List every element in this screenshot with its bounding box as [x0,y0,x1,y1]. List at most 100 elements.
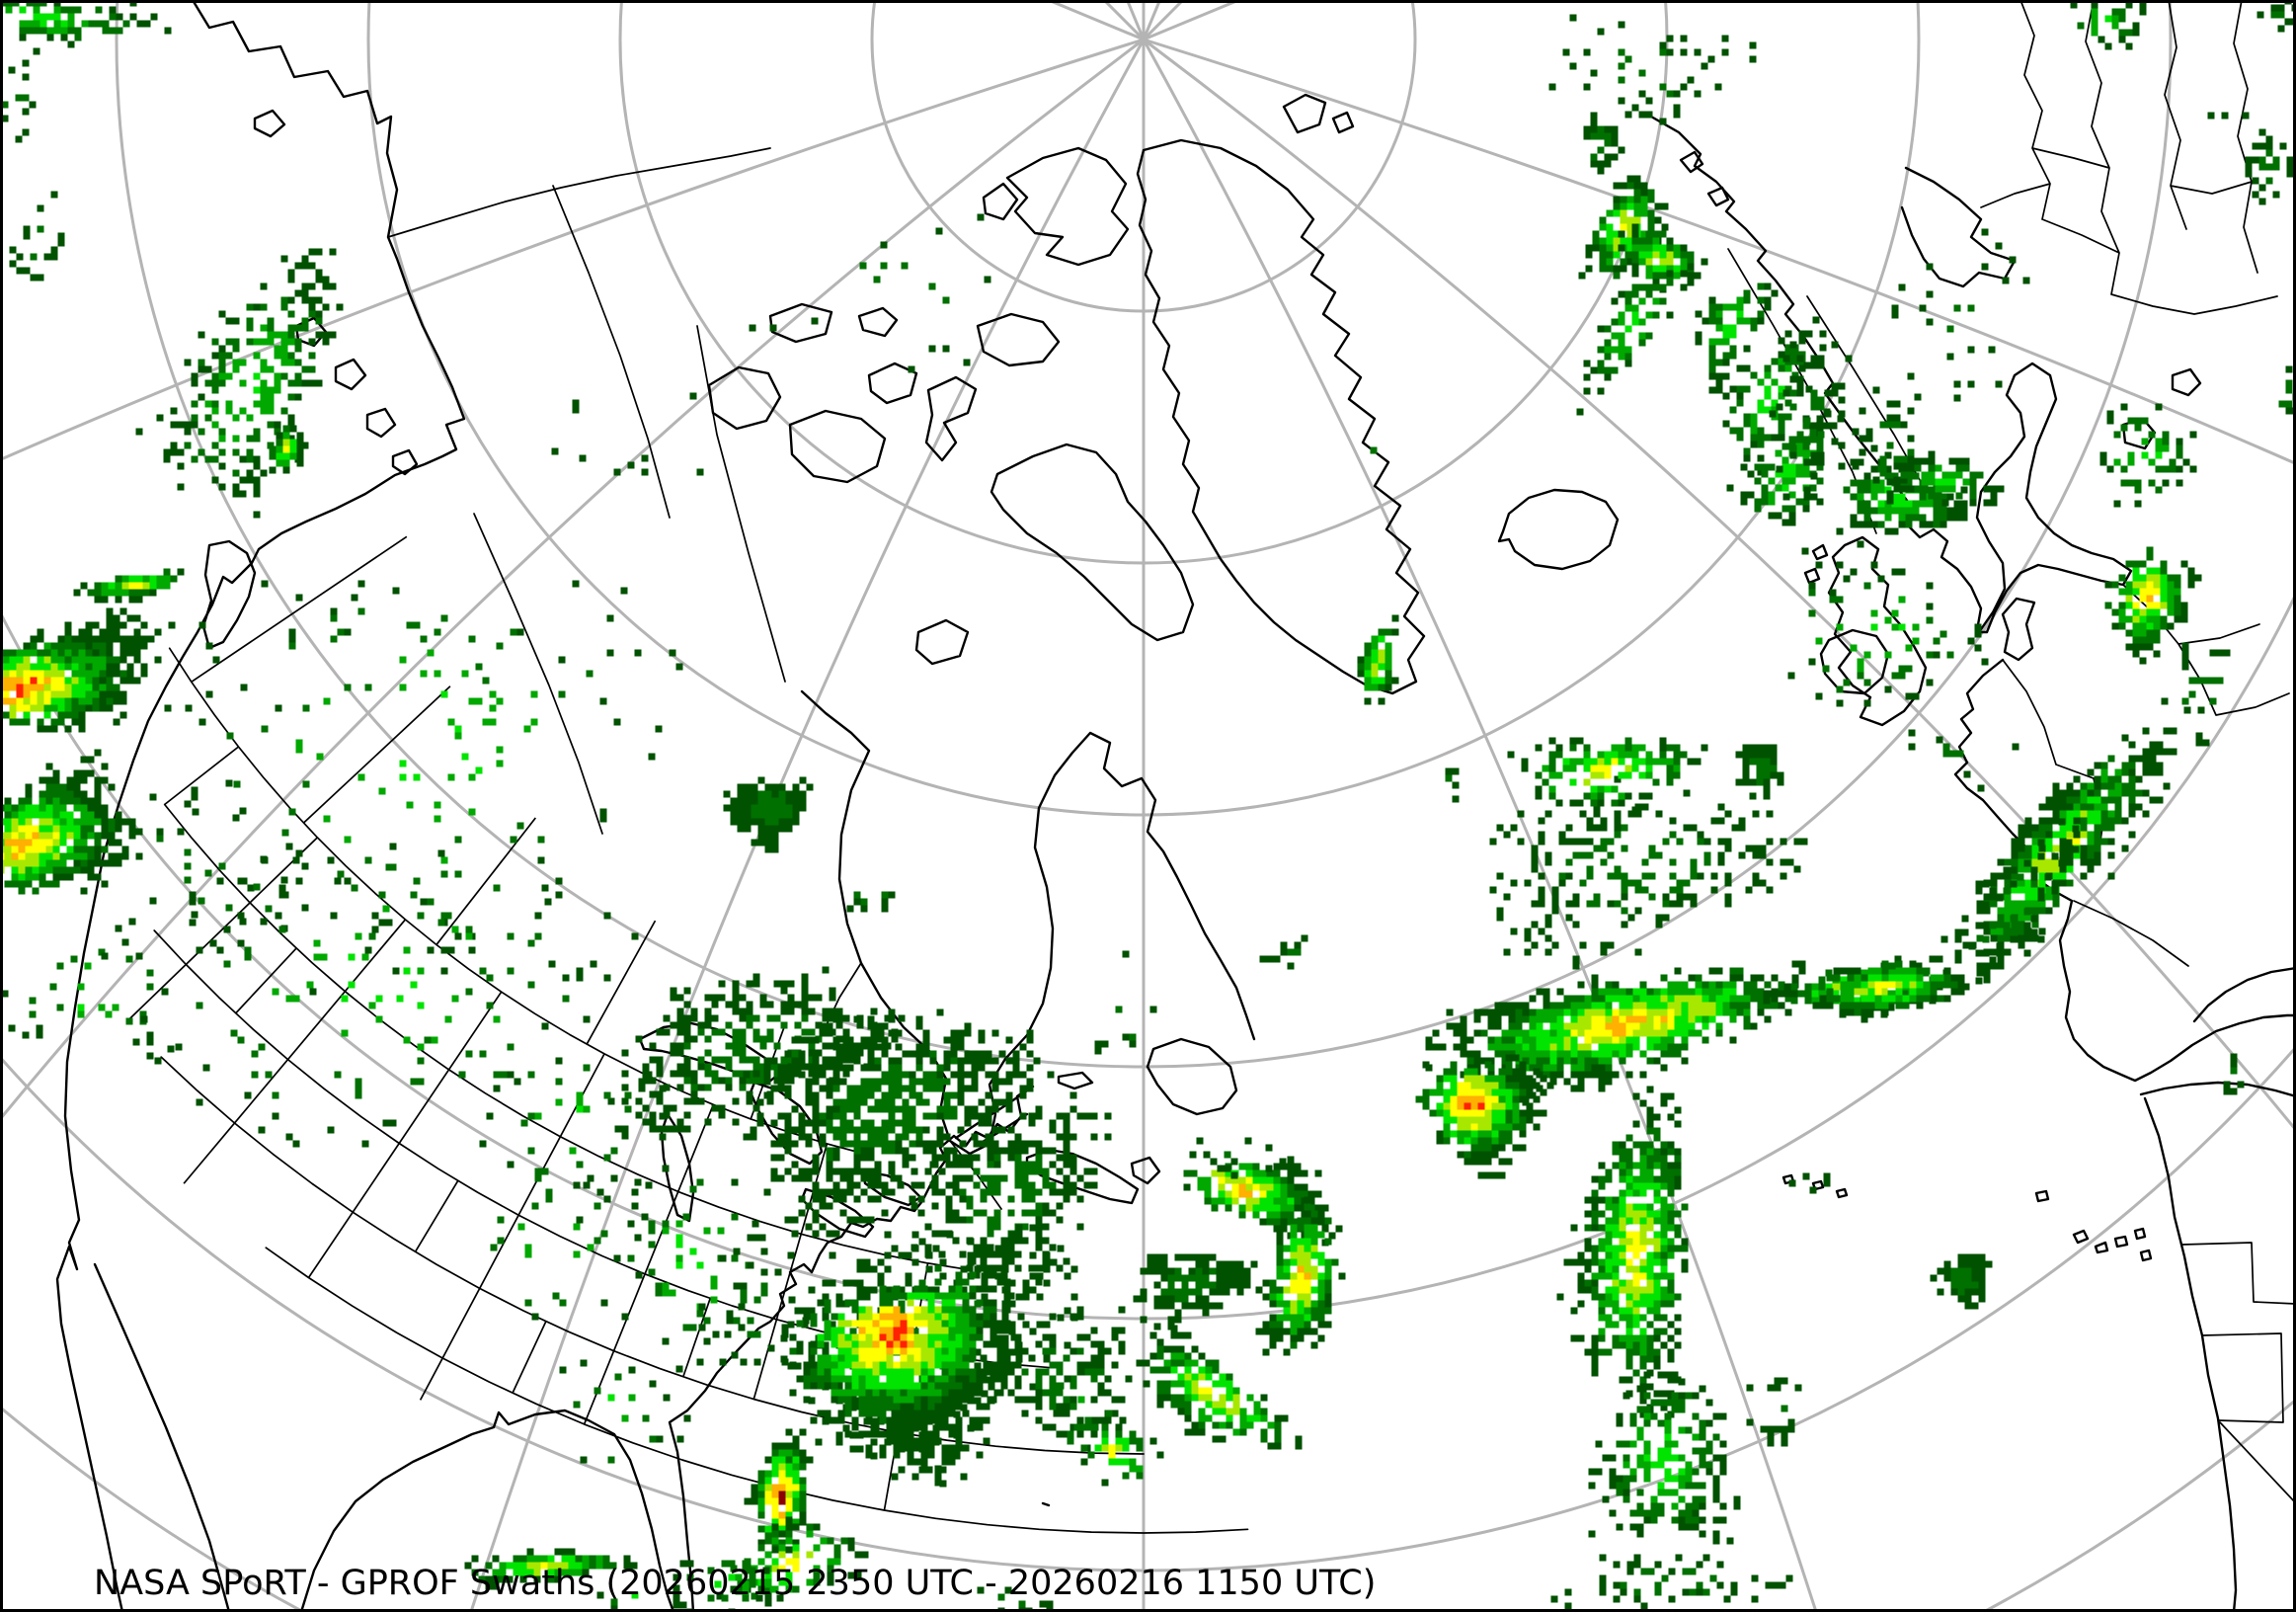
coastline-newfoundland [1057,1037,1238,1116]
coastline-gulf-of-mexico [299,1409,675,1612]
swath-biscay-band [1812,960,1965,1023]
swath-greenland-w-bit [1370,446,1378,454]
swath-comma-gap-specks [1057,1361,1127,1431]
swath-labrador-specks [1094,950,1157,1055]
coastline-west-europe [1953,658,2296,1083]
swath-midatlantic-square [1735,744,1784,800]
swath-baltic-cluster [2099,403,2197,508]
coastline-north-america [55,0,1256,1612]
swath-gulf-stream-streak [464,1548,638,1590]
swath-nw-canada-specks [551,392,704,476]
coastline-greenland [1136,138,1426,695]
swath-atlantic-top-bar [1425,960,1806,1106]
swath-uk-specks [1787,540,1989,707]
swath-kola-field [1891,228,2030,402]
swath-russia-specks-4 [2207,112,2250,120]
coastline-layer [55,0,2296,1612]
swath-lake-michigan-specks [613,1165,766,1373]
swath-lakes-huron-mass [743,1008,1055,1238]
swath-norwegian-top-bit [1583,112,1625,175]
swath-midatlantic-west-bits [1445,767,1460,803]
coastline-ak-islands [253,109,419,476]
swath-pacific-streak [73,568,185,604]
swath-atlantic-east-bits [1746,1377,1802,1447]
swath-bc-interior-field [164,580,683,996]
swath-atlantic-bottom-scatter [1550,1554,1793,1610]
coastline-gulf-of-california [93,1262,231,1612]
swath-atlantic-tail-upper [1556,1086,1689,1418]
swath-ak-panhandle-chain [135,248,344,519]
swath-midwest-specks [479,1064,667,1224]
state-border-lattice-layer [125,535,1249,1534]
swath-russia-cluster-3 [2245,128,2296,205]
coastline-hudson-bay [800,689,1256,1156]
swath-newfoundland-sea-specks [1259,934,1308,970]
coastline-spain-med [2192,966,2296,1023]
coastline-nova-scotia [1025,1148,1161,1205]
swath-plains-field [140,843,639,1148]
coastline-greenland-iceland [1136,93,1620,695]
coastline-white-sea [1900,166,2017,288]
coastline-baltic [1975,362,2133,634]
coastline-us-east-coast [668,1085,1033,1612]
swath-iberia-dark-blob [1930,1253,1993,1310]
swath-ak-panhandle-core [269,425,304,474]
swath-east-coast-storm [789,1257,1025,1487]
swath-midatlantic-streaks [1507,737,1708,814]
swath-europe-blob [2104,546,2202,665]
swath-channel-specks [1908,729,2019,792]
swath-russia-cluster-1 [2070,0,2147,50]
swath-baltic-mass [1886,450,2005,507]
swath-pacific-blob-north [0,607,176,733]
swath-finland-chain-1 [1769,341,1853,501]
swath-alaska-gulf-band [0,0,172,55]
swath-florida-specks [596,1584,680,1612]
swath-comma-tail [1053,1410,1164,1487]
border-west-africa [2181,1242,2296,1504]
coastline-svalbard [1282,93,1355,134]
swath-atlantic-dark-scatter [1489,775,1808,970]
coastline-alaska-west-coast [55,0,466,1612]
swath-ohio-specks [490,1174,643,1321]
swath-morocco-coast-bits [2223,1053,2245,1095]
swath-yukon-coast-specks [9,191,65,282]
swath-comma-right-band [1255,1196,1346,1356]
swath-atlantic-tail-lower [1588,1371,1741,1545]
coastline-norway [1649,115,1983,632]
swath-hudson-shore-specks [846,891,896,913]
coastline-ireland [1819,628,1890,695]
coastline-jutland [2001,597,2036,662]
swath-azores-specks [1788,1172,1831,1194]
swath-pacific-blob-south [0,749,143,895]
swath-appalachia-specks [698,1234,810,1366]
swath-europe-swath-fringe-e [2038,706,2205,887]
coastline-iceland [1497,488,1620,571]
coastline-lofoten [1679,150,1730,207]
border-alaska-yukon [387,147,771,238]
coastline-vancouver-island [201,539,257,650]
coastline-north-africa [2139,1081,2296,1612]
swath-finland-chain-2 [1838,372,1922,505]
swath-europe-swath-fringe-w [1940,818,2080,985]
coastline-arctic-islands [707,146,1195,666]
caption: NASA SPoRT - GPROF Swaths (20260215 2350… [94,1564,1376,1603]
coastline-europe [1649,0,2296,1083]
swath-south-specks [559,1359,691,1464]
swath-comma-north-scatter [1189,1137,1287,1179]
swath-alaska-corner [0,59,37,143]
swath-norwegian-chain-6 [1726,408,1845,526]
swath-france-specks [2161,642,2231,747]
swath-comma-bottom-arc [1136,1325,1303,1450]
swath-storm-east-mass [980,1306,1133,1452]
swath-hudson-west-clump [723,776,814,853]
swath-norwegian-chain-4 [1695,282,1779,394]
swath-atlantic-left-hook [1415,1054,1554,1179]
border-territories [473,185,1002,1210]
swath-comma-dark-center [1133,1253,1258,1330]
swath-greenland-se-streak [1357,614,1399,705]
swath-arctic-specks [749,213,991,373]
